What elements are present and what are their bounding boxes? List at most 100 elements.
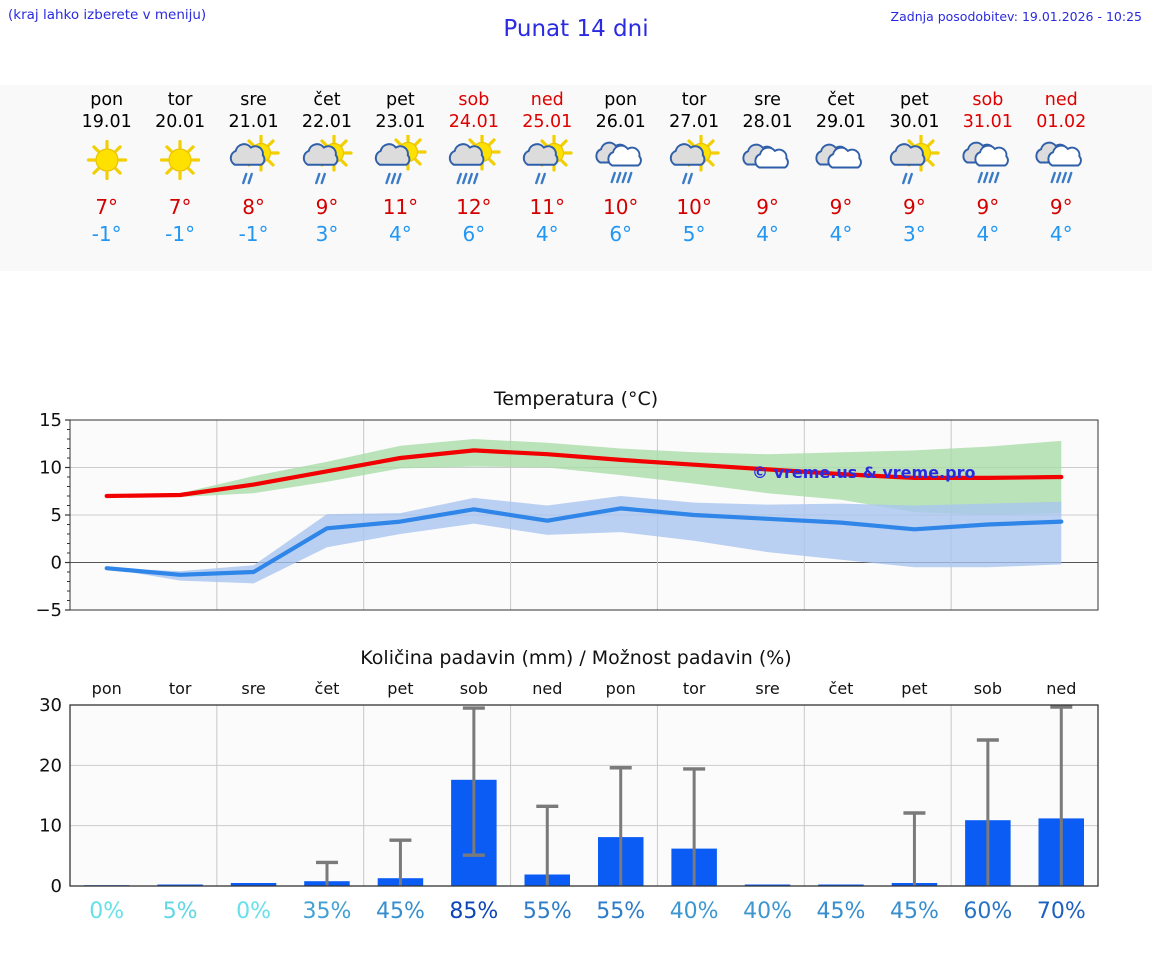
temp-max: 7° [168,195,192,219]
precip-day-label: ned [532,679,562,698]
precip-day-label: ned [1046,679,1076,698]
day-of-week: čet [827,90,855,110]
day-column[interactable]: sob 31.01 9° 4° [949,85,1028,271]
precip-day-label: pet [901,679,927,698]
day-date: 30.01 [889,112,940,132]
day-column[interactable]: ned 01.02 9° 4° [1022,85,1101,271]
precip-day-label: tor [169,679,192,698]
day-of-week: čet [313,90,341,110]
day-column[interactable]: tor 20.01 7° -1° [141,85,220,271]
day-column[interactable]: sob 24.01 12° 6° [435,85,514,271]
day-column[interactable]: ned 25.01 11° 4° [508,85,587,271]
temp-min: 3° [315,222,339,246]
temp-ytick-label: −5 [35,600,62,621]
precip-day-label: tor [683,679,706,698]
day-date: 26.01 [595,112,646,132]
watermark: © vreme.us & vreme.pro [752,463,975,482]
precip-ytick-label: 10 [39,816,62,837]
day-column[interactable]: pet 23.01 11° 4° [361,85,440,271]
precip-bar [744,884,791,886]
temp-min: 4° [389,222,412,246]
precip-bar [230,883,277,886]
day-of-week: pon [604,90,638,110]
temp-min: 6° [609,222,633,246]
temp-band-min_range [106,496,1062,584]
temp-min: 6° [462,222,486,246]
day-of-week: pet [386,90,415,110]
precip-day-label: pon [92,679,122,698]
day-of-week: tor [681,90,707,110]
day-column[interactable]: tor 27.01 10° 5° [655,85,734,271]
temp-min: 4° [1049,222,1073,246]
precip-probability-label: 55% [523,899,572,924]
page-title: Punat 14 dni [503,16,649,42]
day-of-week: ned [530,90,564,110]
day-of-week: sre [240,90,267,110]
temp-max: 7° [95,195,119,219]
temperature-chart: −5 0 5 10 15 © vreme.us & vreme.pro [35,410,1099,621]
temp-max: 9° [976,195,1000,219]
temp-max: 9° [903,195,926,219]
day-column[interactable]: sre 28.01 9° 4° [728,85,807,271]
precip-probability-label: 40% [670,899,719,924]
precip-probability-label: 45% [376,899,425,924]
precip-probability-label: 35% [303,899,352,924]
temp-max: 11° [382,195,419,219]
precip-ytick-label: 0 [51,876,62,897]
temp-line-max [104,448,1064,499]
temp-band-max_range [106,439,1062,515]
last-updated: Zadnja posodobitev: 19.01.2026 - 10:25 [890,9,1142,24]
day-column[interactable]: pet 30.01 9° 3° [875,85,954,271]
temp-ytick-label: 0 [51,553,62,574]
sun-cloud-light-rain-icon [663,135,725,189]
cloudy-icon [737,135,799,189]
day-of-week: pon [90,90,124,110]
temp-max: 11° [529,195,565,219]
daily-forecast-strip: pon 19.01 7° -1° tor 20.01 7° -1° sre 21.01 8° -1° č… [0,85,1152,271]
temp-max: 8° [242,195,265,219]
temp-ytick-label: 10 [39,458,62,479]
precip-day-label: sob [460,679,488,698]
temp-max: 12° [456,195,492,219]
day-column[interactable]: čet 22.01 9° 3° [288,85,367,271]
temp-max: 9° [756,195,779,219]
cloudy-icon [810,135,872,189]
sun-cloud-light-rain-icon [223,135,285,189]
day-date: 24.01 [448,112,499,132]
temp-max: 9° [315,195,339,219]
menu-hint: (kraj lahko izberete v meniju) [8,7,207,23]
precipitation-chart-title: Količina padavin (mm) / Možnost padavin … [360,647,792,669]
page-header: (kraj lahko izberete v meniju) Punat 14 … [0,0,1152,62]
temp-min: 4° [976,222,1000,246]
sun-cloud-light-rain-icon [516,135,578,189]
temp-ytick-label: 15 [39,410,62,431]
day-column[interactable]: pon 19.01 7° -1° [67,85,146,271]
day-column[interactable]: sre 21.01 8° -1° [214,85,293,271]
temp-min: -1° [238,222,269,246]
precip-day-label: čet [829,679,854,698]
day-column[interactable]: pon 26.01 10° 6° [581,85,660,271]
precip-day-label: čet [315,679,340,698]
cloud-heavy-rain-icon [1030,135,1092,189]
temp-min: 4° [829,222,853,246]
day-of-week: sob [972,90,1004,110]
sun-icon [76,135,138,189]
precip-bar [818,884,864,886]
cloud-heavy-rain-icon [590,135,652,189]
precip-plot-area [70,705,1098,886]
precip-probability-label: 85% [449,899,498,924]
precip-probability-label: 0% [236,899,271,924]
sun-cloud-heavy-rain-icon [443,135,505,189]
precip-probability-label: 45% [890,899,939,924]
day-of-week: pet [900,90,929,110]
precip-day-label: pet [387,679,413,698]
temp-min: 3° [903,222,926,246]
day-column[interactable]: čet 29.01 9° 4° [802,85,881,271]
temp-max: 10° [676,195,712,219]
temperature-chart-title: Temperatura (°C) [493,388,659,410]
temp-min: -1° [91,222,122,246]
precip-day-label: pon [606,679,636,698]
precip-probability-label: 70% [1037,899,1086,924]
day-of-week: ned [1044,90,1078,110]
day-date: 23.01 [375,112,426,132]
